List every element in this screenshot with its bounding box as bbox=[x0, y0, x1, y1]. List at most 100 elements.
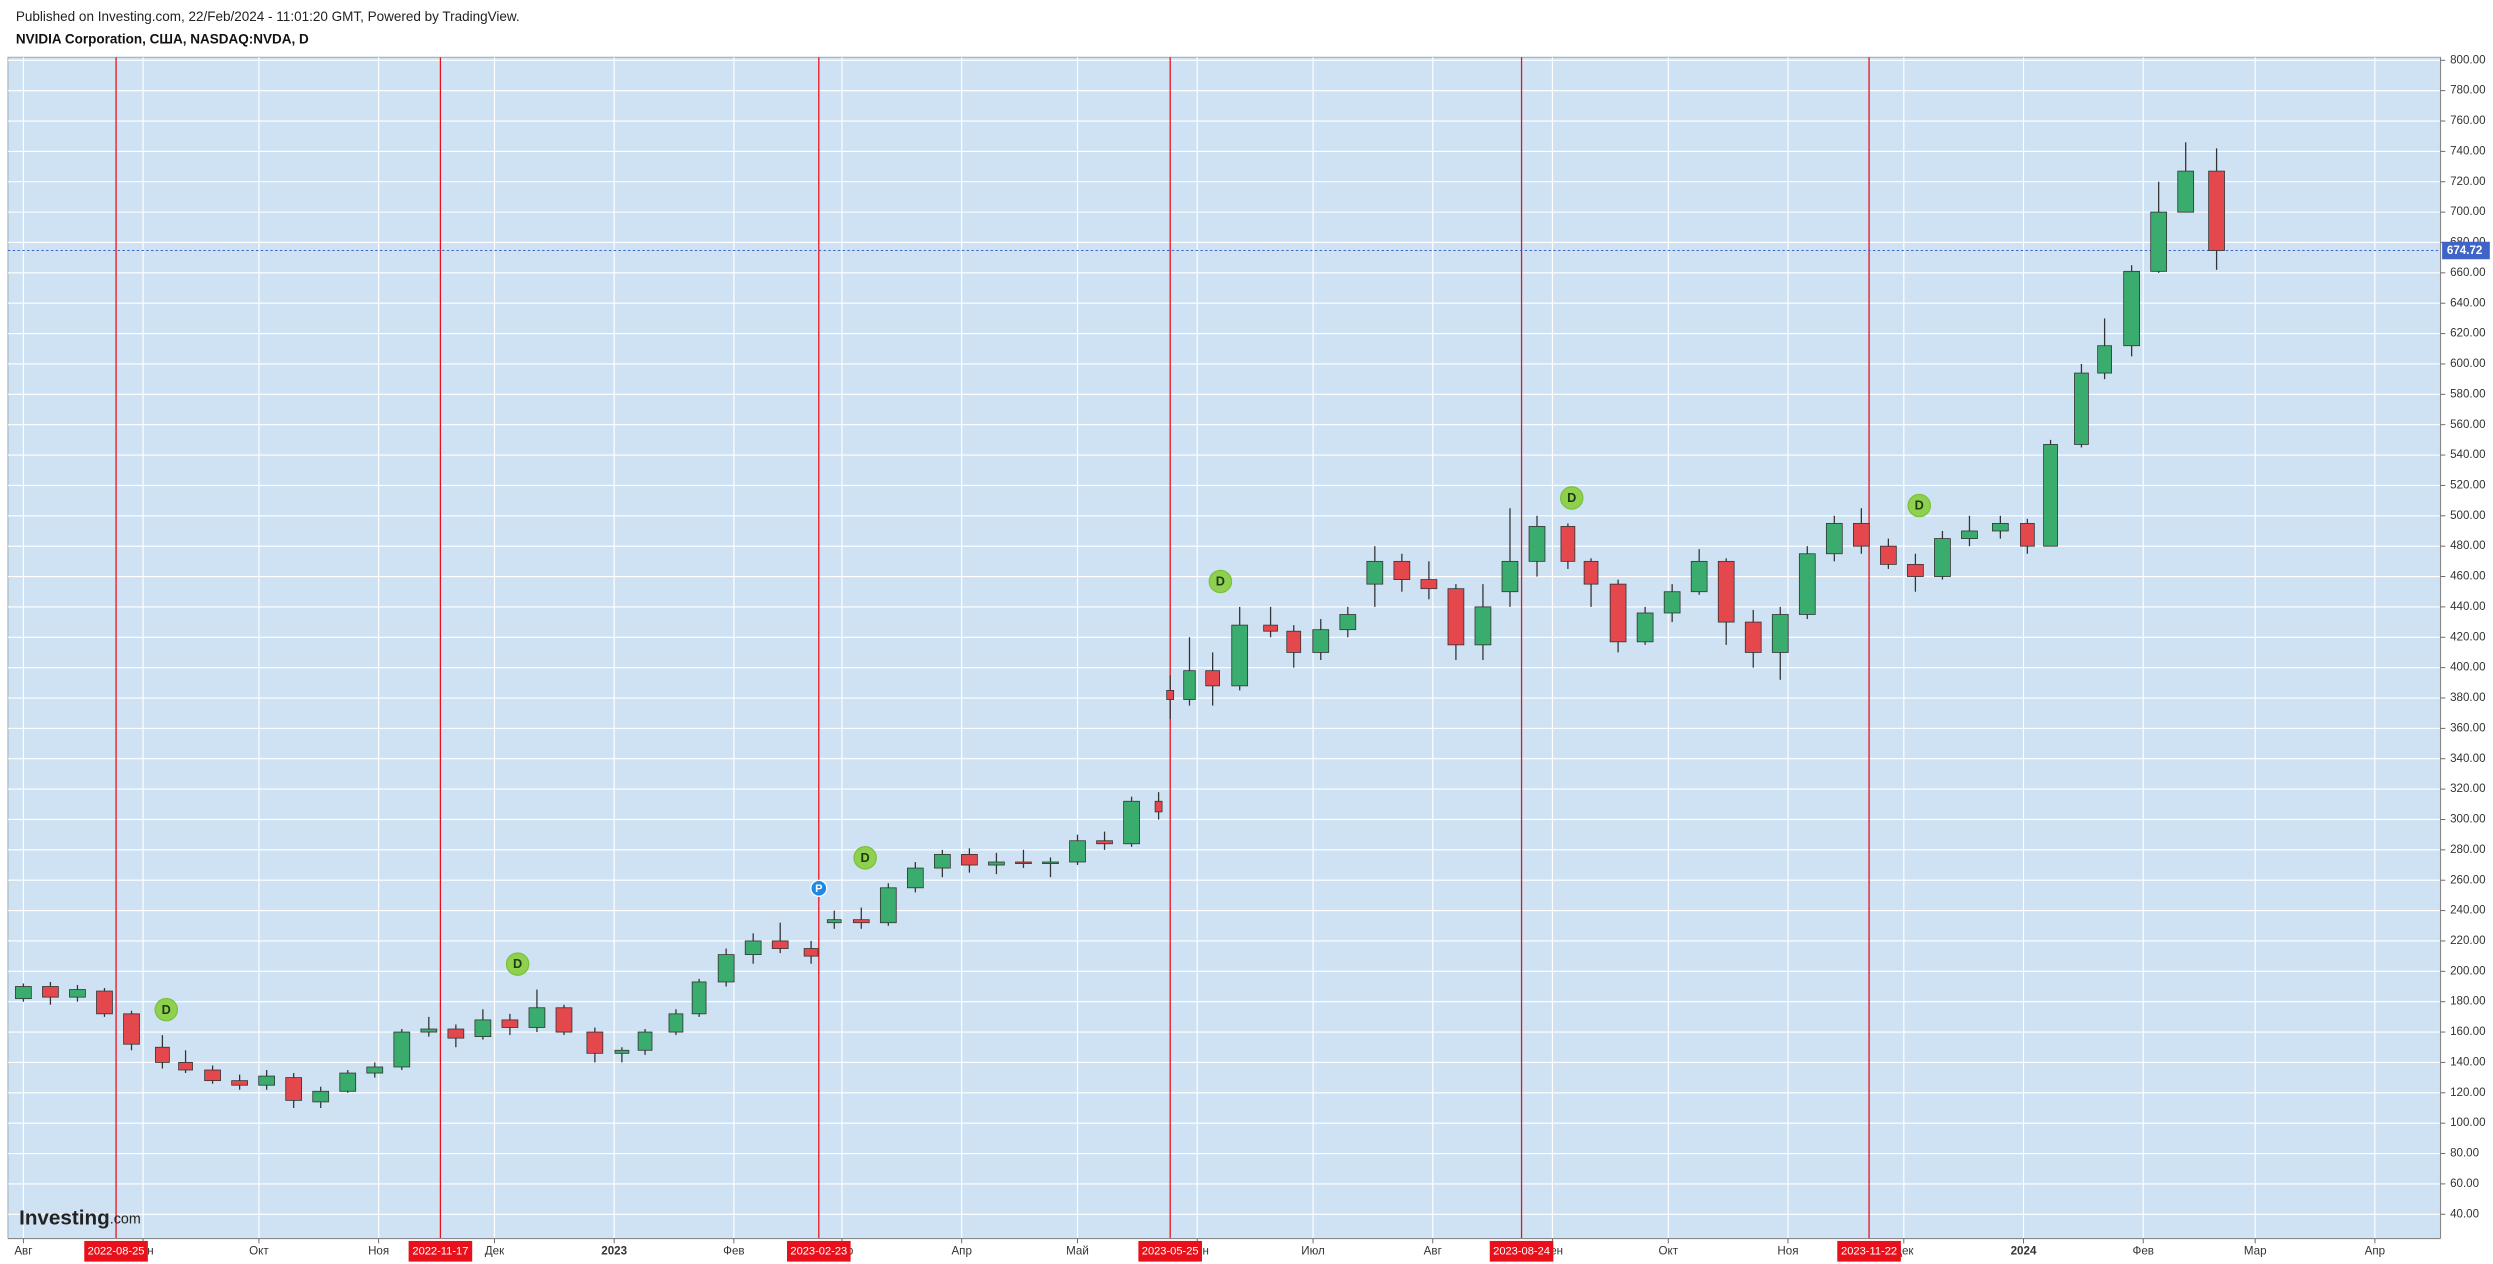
x-tick-label: Фев bbox=[2133, 1244, 2154, 1257]
candle-body bbox=[637, 1031, 653, 1051]
event-marker-label: D bbox=[162, 1002, 171, 1017]
y-tick-label: 760.00 bbox=[2450, 114, 2485, 127]
y-tick-label: 480.00 bbox=[2450, 539, 2485, 552]
candle-body bbox=[501, 1019, 519, 1028]
candle-body bbox=[2150, 211, 2168, 272]
event-marker bbox=[853, 846, 877, 870]
candle-body bbox=[155, 1046, 170, 1063]
event-date-box bbox=[787, 1240, 851, 1262]
y-tick-label: 720.00 bbox=[2450, 175, 2485, 188]
candle-body bbox=[69, 989, 86, 998]
candle-body bbox=[204, 1069, 221, 1082]
candle-body bbox=[231, 1080, 248, 1086]
event-date-label: 2023-02-23 bbox=[790, 1246, 847, 1258]
x-tick-label: Апр bbox=[951, 1244, 971, 1257]
y-tick-label: 240.00 bbox=[2450, 904, 2485, 917]
y-tick-label: 740.00 bbox=[2450, 144, 2485, 157]
event-marker bbox=[810, 879, 828, 897]
candle-body bbox=[1880, 545, 1897, 565]
last-price-box bbox=[2442, 241, 2490, 260]
candle-body bbox=[2097, 345, 2112, 374]
event-date-label: 2022-08-25 bbox=[88, 1246, 145, 1258]
candle-body bbox=[1366, 560, 1384, 585]
event-date-box bbox=[84, 1240, 148, 1262]
candle-body bbox=[1825, 522, 1843, 555]
candle-body bbox=[586, 1031, 604, 1054]
candle-body bbox=[1015, 861, 1032, 864]
y-tick-label: 180.00 bbox=[2450, 995, 2485, 1008]
candle-body bbox=[312, 1090, 330, 1103]
candle-body bbox=[2177, 170, 2195, 213]
candle-body bbox=[555, 1007, 573, 1033]
x-tick-label: Апр bbox=[2365, 1244, 2385, 1257]
x-tick-label: Мар bbox=[2244, 1244, 2267, 1257]
x-tick-label: 2023 bbox=[601, 1244, 627, 1257]
x-tick-label: Июл bbox=[1301, 1244, 1325, 1257]
candle-body bbox=[1393, 560, 1411, 580]
candle-body bbox=[614, 1049, 630, 1054]
candle-body bbox=[1961, 530, 1978, 539]
candle-body bbox=[1339, 614, 1357, 631]
candle-body bbox=[1069, 840, 1086, 863]
chart-title: NVIDIA Corporation, США, NASDAQ:NVDA, D bbox=[16, 31, 309, 46]
event-marker bbox=[505, 952, 530, 976]
y-tick-label: 40.00 bbox=[2450, 1207, 2479, 1220]
event-date-box bbox=[408, 1240, 473, 1262]
candle-body bbox=[1663, 591, 1681, 614]
x-tick-label: Окт bbox=[1659, 1244, 1679, 1257]
logo-suffix: .com bbox=[110, 1211, 141, 1227]
y-tick-label: 60.00 bbox=[2450, 1177, 2479, 1190]
event-marker bbox=[1559, 486, 1584, 510]
y-tick-label: 580.00 bbox=[2450, 387, 2485, 400]
event-marker bbox=[1907, 493, 1932, 518]
y-tick-label: 400.00 bbox=[2450, 661, 2485, 674]
candle-body bbox=[1286, 630, 1302, 653]
candle-body bbox=[1231, 624, 1249, 687]
y-tick-label: 600.00 bbox=[2450, 357, 2485, 370]
y-tick-label: 540.00 bbox=[2450, 448, 2485, 461]
candle-body bbox=[1798, 553, 1816, 615]
event-date-box bbox=[1837, 1240, 1901, 1262]
candle-body bbox=[420, 1028, 438, 1033]
logo: Investing.com bbox=[19, 1207, 141, 1230]
candle-body bbox=[1183, 670, 1196, 700]
candle-body bbox=[1609, 583, 1627, 643]
event-marker bbox=[1208, 569, 1233, 594]
candle-body bbox=[474, 1019, 492, 1038]
y-tick-label: 120.00 bbox=[2450, 1086, 2485, 1099]
candle-body bbox=[1992, 522, 2009, 532]
candle-body bbox=[42, 986, 59, 998]
y-tick-label: 440.00 bbox=[2450, 600, 2485, 613]
candle-body bbox=[1474, 606, 1492, 646]
candle-body bbox=[691, 981, 707, 1015]
candle-body bbox=[934, 854, 951, 869]
y-tick-label: 520.00 bbox=[2450, 478, 2485, 491]
candle-body bbox=[1690, 560, 1708, 593]
x-tick-label: Фев bbox=[723, 1244, 744, 1257]
candle-body bbox=[744, 940, 762, 956]
candle-body bbox=[1744, 621, 1762, 653]
y-tick-label: 100.00 bbox=[2450, 1116, 2485, 1129]
y-tick-label: 200.00 bbox=[2450, 964, 2485, 977]
candle-body bbox=[1501, 560, 1519, 593]
candle-body bbox=[1560, 526, 1576, 562]
candle-body bbox=[1123, 800, 1140, 845]
candle-body bbox=[1312, 629, 1330, 653]
x-tick-label: Авг bbox=[1424, 1244, 1442, 1257]
candle-body bbox=[1934, 538, 1951, 577]
x-tick-label: Окт bbox=[249, 1244, 269, 1257]
event-date-label: 2022-11-17 bbox=[412, 1246, 468, 1258]
y-tick-label: 300.00 bbox=[2450, 813, 2485, 826]
candle-body bbox=[2020, 522, 2035, 547]
candle-body bbox=[771, 940, 789, 949]
last-price-label: 674.72 bbox=[2447, 244, 2482, 257]
candle-body bbox=[1771, 614, 1789, 653]
event-marker-label: D bbox=[861, 850, 870, 865]
y-tick-label: 700.00 bbox=[2450, 205, 2485, 218]
candle-body bbox=[1907, 563, 1924, 577]
y-tick-label: 800.00 bbox=[2450, 53, 2485, 66]
y-tick-label: 320.00 bbox=[2450, 782, 2485, 795]
event-date-box bbox=[1138, 1240, 1202, 1262]
candle-body bbox=[15, 986, 32, 1000]
